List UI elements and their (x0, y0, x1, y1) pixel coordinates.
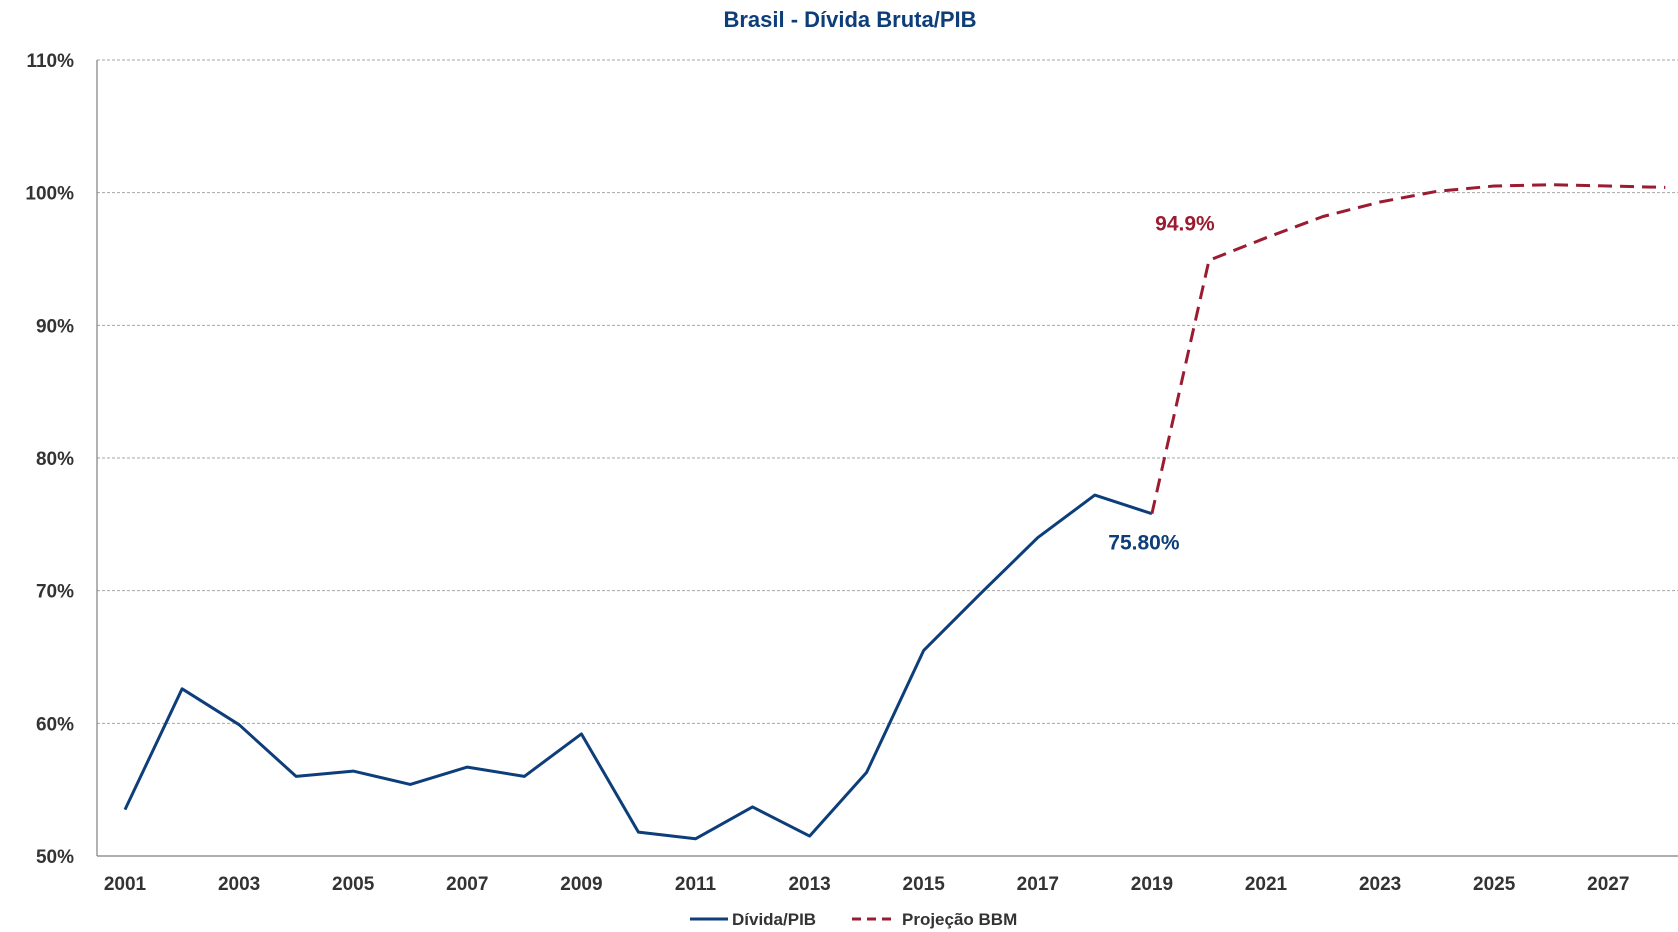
x-tick-label-2021: 2021 (1245, 874, 1288, 895)
x-tick-label-2005: 2005 (332, 874, 375, 895)
x-tick-label-2007: 2007 (446, 874, 488, 895)
legend-label-divida-pib: Dívida/PIB (732, 910, 816, 929)
x-tick-label-2025: 2025 (1473, 874, 1516, 895)
legend-label-projecao-bbm: Projeção BBM (902, 910, 1017, 929)
x-axis-ticks: 2001 2003 2005 2007 2009 2011 2013 2015 2017 2019… (104, 874, 1630, 895)
x-tick-label-2013: 2013 (788, 874, 830, 895)
y-tick-label-100: 100% (25, 184, 74, 205)
y-tick-label-110: 110% (26, 51, 74, 72)
gridlines (97, 59, 1678, 724)
x-tick-label-2003: 2003 (218, 874, 260, 895)
x-tick-label-2023: 2023 (1359, 874, 1401, 895)
x-tick-label-2027: 2027 (1587, 874, 1629, 895)
y-tick-label-60: 60% (36, 714, 74, 735)
y-tick-label-50: 50% (36, 847, 74, 868)
y-axis-ticks: 50% 60% 70% 80% 90% 100% 110% (25, 51, 74, 868)
y-tick-label-70: 70% (36, 582, 74, 603)
chart-title: Brasil - Dívida Bruta/PIB (723, 7, 976, 32)
series-lines (123, 183, 1666, 841)
x-tick-label-2011: 2011 (675, 874, 717, 895)
data-label-actual-2019: 75.80% (1108, 532, 1180, 555)
series-line-divida-pib (123, 493, 1153, 841)
data-labels: 94.9% 75.80% (1108, 212, 1215, 554)
axes (96, 60, 1678, 857)
series-line-projecao-bbm (1150, 183, 1666, 515)
x-tick-label-2001: 2001 (104, 874, 147, 895)
x-tick-label-2009: 2009 (560, 874, 602, 895)
legend: Dívida/PIB Projeção BBM (690, 910, 1017, 929)
x-tick-label-2019: 2019 (1131, 874, 1173, 895)
y-tick-label-80: 80% (36, 449, 74, 470)
x-tick-label-2017: 2017 (1017, 874, 1059, 895)
x-tick-label-2015: 2015 (903, 874, 946, 895)
y-tick-label-90: 90% (36, 316, 74, 337)
data-label-projection-2020: 94.9% (1155, 212, 1215, 235)
